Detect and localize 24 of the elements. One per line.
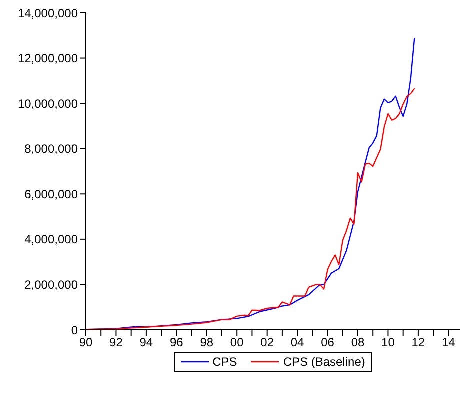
x-tick-label: 90: [79, 336, 93, 350]
x-tick-label: 92: [110, 336, 124, 350]
y-tick-label: 10,000,000: [18, 96, 78, 111]
x-tick-label: 04: [290, 336, 305, 350]
legend-label: CPS: [212, 355, 238, 369]
y-tick-label: 4,000,000: [24, 232, 78, 247]
x-tick-label: 00: [230, 336, 244, 350]
legend-label: CPS (Baseline): [283, 355, 366, 369]
x-tick-label: 96: [170, 336, 184, 350]
line-series: [86, 88, 416, 330]
y-tick-label: 0: [71, 323, 78, 338]
y-tick-label: 6,000,000: [24, 187, 78, 202]
x-tick-label: 08: [351, 336, 365, 350]
x-tick-label: 06: [321, 336, 335, 350]
x-tick-label: 02: [260, 336, 274, 350]
y-tick-label: 8,000,000: [24, 142, 78, 156]
y-tick-label: 12,000,000: [18, 52, 78, 66]
y-tick-label: 2,000,000: [24, 278, 78, 292]
x-tick-label: 98: [200, 336, 214, 350]
x-tick-label: 12: [412, 336, 426, 350]
y-tick-label: 14,000,000: [18, 6, 78, 20]
x-tick-label: 10: [382, 336, 396, 350]
x-tick-label: 14: [442, 336, 456, 350]
x-tick-label: 94: [140, 336, 154, 350]
